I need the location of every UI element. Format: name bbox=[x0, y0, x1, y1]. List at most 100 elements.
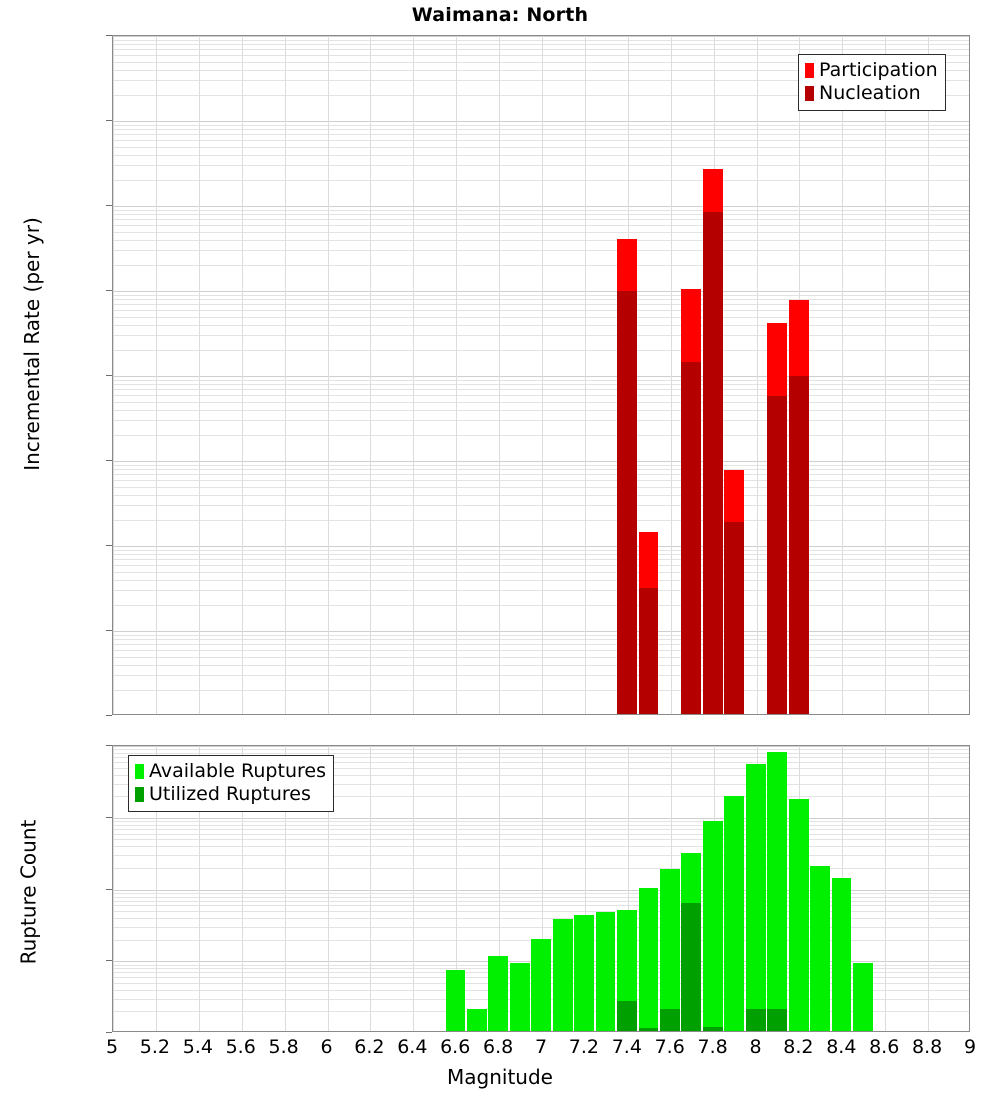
gridline bbox=[284, 746, 286, 1031]
y-axis-tick-mark bbox=[106, 375, 112, 376]
x-axis-tick-label: 8.8 bbox=[911, 1036, 943, 1058]
x-axis-tick-label: 7 bbox=[534, 1036, 548, 1058]
gridline bbox=[155, 36, 157, 714]
gridline bbox=[113, 409, 969, 411]
gridline bbox=[113, 549, 969, 551]
gridline bbox=[113, 649, 969, 651]
y-axis-tick-mark bbox=[106, 715, 112, 716]
legend-bottom: Available Ruptures Utilized Ruptures bbox=[128, 755, 334, 812]
bar bbox=[595, 911, 616, 1031]
gridline bbox=[113, 774, 969, 776]
bar-segment-outer bbox=[552, 918, 573, 1031]
gridline bbox=[113, 690, 969, 692]
gridline bbox=[113, 324, 969, 326]
x-axis-tick-label: 5.8 bbox=[268, 1036, 299, 1058]
gridline bbox=[542, 36, 543, 714]
gridline bbox=[113, 757, 969, 759]
x-axis-tick-label: 6.8 bbox=[482, 1036, 514, 1058]
page-title: Waimana: North bbox=[411, 4, 589, 26]
gridline bbox=[842, 36, 844, 714]
gridline bbox=[113, 54, 969, 56]
bars-top bbox=[113, 36, 969, 714]
gridline bbox=[113, 265, 969, 267]
y-axis-tick-mark bbox=[106, 745, 112, 746]
legend-label: Nucleation bbox=[819, 82, 921, 104]
gridline bbox=[113, 631, 969, 632]
gridline bbox=[113, 461, 969, 462]
gridline bbox=[155, 746, 157, 1031]
y-axis-tick-mark bbox=[106, 205, 112, 206]
gridline bbox=[113, 675, 969, 677]
x-axis-tick-label: 6.4 bbox=[397, 1036, 428, 1058]
bar bbox=[788, 299, 809, 714]
gridline bbox=[284, 36, 286, 714]
legend-label: Available Ruptures bbox=[149, 760, 326, 782]
gridline bbox=[113, 420, 969, 422]
bars-bottom bbox=[113, 746, 969, 1031]
x-axis-tick-label: 5.2 bbox=[139, 1036, 170, 1058]
gridline bbox=[113, 564, 969, 566]
gridline bbox=[113, 889, 969, 891]
gridline bbox=[113, 239, 969, 241]
gridline bbox=[113, 590, 969, 592]
gridline bbox=[113, 146, 969, 148]
x-axis-tick-label: 9 bbox=[963, 1036, 977, 1058]
x-axis-tick-label: 7.8 bbox=[697, 1036, 728, 1058]
legend-swatch-icon bbox=[135, 787, 144, 802]
gridline bbox=[113, 579, 969, 581]
gridline bbox=[241, 36, 243, 714]
gridline bbox=[113, 546, 969, 547]
gridline bbox=[113, 209, 969, 211]
legend-item: Utilized Ruptures bbox=[135, 783, 326, 806]
gridline bbox=[113, 494, 969, 496]
gridline bbox=[113, 905, 969, 907]
gridline bbox=[198, 36, 200, 714]
gridline bbox=[113, 384, 969, 386]
bar bbox=[788, 799, 809, 1031]
gridline bbox=[113, 839, 969, 841]
gridline bbox=[113, 900, 969, 902]
bar-segment-outer bbox=[767, 751, 788, 1031]
gridline bbox=[113, 299, 969, 301]
gridline bbox=[670, 36, 672, 714]
bar-segment-outer bbox=[617, 909, 637, 1031]
gridline bbox=[113, 796, 969, 798]
bar-segment-outer bbox=[660, 869, 680, 1031]
y-axis-tick-mark bbox=[106, 545, 112, 546]
bar-segment-outer bbox=[831, 878, 852, 1031]
gridline bbox=[113, 761, 969, 763]
gridline bbox=[370, 36, 372, 714]
bar-segment-outer bbox=[702, 820, 723, 1031]
y-axis-tick-mark bbox=[106, 120, 112, 121]
gridline bbox=[327, 746, 329, 1031]
bar-segment-outer bbox=[466, 1009, 487, 1031]
gridline bbox=[113, 350, 969, 352]
gridline bbox=[113, 896, 969, 898]
gridline bbox=[113, 69, 969, 71]
gridline bbox=[113, 474, 969, 476]
x-axis-tick-label: 7.2 bbox=[568, 1036, 599, 1058]
gridline bbox=[113, 559, 969, 561]
bar-segment-inner bbox=[767, 1009, 788, 1031]
gridline bbox=[113, 180, 969, 182]
gridline bbox=[113, 231, 969, 233]
gridline bbox=[113, 656, 969, 658]
gridline bbox=[327, 36, 329, 714]
bar bbox=[552, 918, 573, 1031]
gridline bbox=[584, 36, 586, 714]
gridline bbox=[113, 469, 969, 471]
legend-swatch-icon bbox=[805, 86, 814, 101]
x-axis-tick-label: 5.4 bbox=[182, 1036, 213, 1058]
gridline bbox=[928, 746, 930, 1031]
gridline bbox=[113, 376, 969, 377]
legend-top: Participation Nucleation bbox=[798, 54, 946, 111]
gridline bbox=[113, 892, 969, 894]
gridline bbox=[456, 746, 458, 1031]
x-axis-label: Magnitude bbox=[447, 1065, 553, 1089]
gridline bbox=[113, 129, 969, 131]
gridline bbox=[113, 394, 969, 396]
bar-segment-outer bbox=[445, 970, 466, 1031]
gridline bbox=[113, 36, 114, 714]
y-axis-tick-mark bbox=[106, 888, 112, 890]
gridline bbox=[113, 124, 969, 126]
